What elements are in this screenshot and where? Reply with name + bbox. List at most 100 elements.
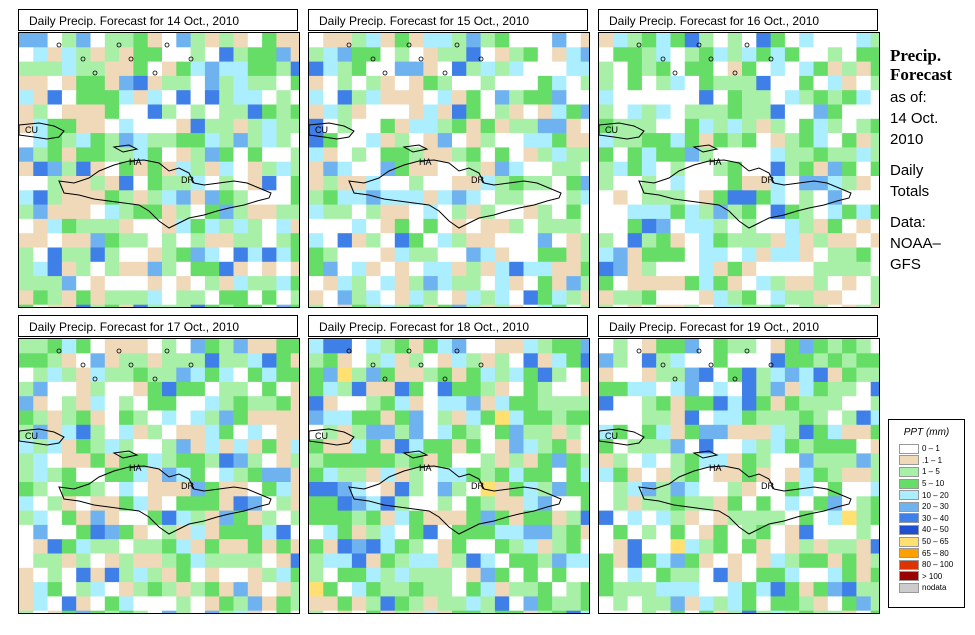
- precip-cell: [380, 381, 396, 397]
- precip-cell: [870, 161, 879, 177]
- precip-cell: [870, 47, 879, 63]
- small-island: [696, 42, 702, 48]
- precip-cell: [509, 247, 524, 263]
- precip-cell: [409, 147, 424, 163]
- precip-cell: [61, 553, 77, 569]
- small-island: [382, 376, 388, 382]
- precip-cell: [580, 290, 589, 306]
- precip-cell: [233, 482, 249, 497]
- precip-cell: [713, 524, 729, 540]
- precip-cell: [90, 381, 106, 397]
- precip-cell: [599, 204, 614, 220]
- precip-cell: [104, 367, 120, 383]
- precip-cell: [641, 339, 657, 354]
- precip-cell: [580, 339, 589, 354]
- precip-cell: [552, 410, 567, 426]
- legend-item: 5 – 10: [889, 478, 964, 490]
- precip-cell: [842, 396, 857, 411]
- precip-cell: [742, 118, 757, 134]
- precip-cell: [190, 90, 206, 105]
- precip-cell: [480, 553, 496, 569]
- precip-cell: [566, 367, 582, 383]
- precip-cell: [366, 147, 381, 163]
- precip-cell: [580, 233, 589, 248]
- precip-cell: [580, 133, 589, 148]
- precip-cell: [323, 261, 339, 277]
- precip-cell: [842, 381, 857, 397]
- small-island: [164, 348, 170, 354]
- precip-cell: [219, 218, 234, 234]
- precip-cell: [104, 467, 120, 483]
- precip-cell: [599, 567, 614, 583]
- precip-cell: [366, 61, 381, 77]
- precip-cell: [813, 353, 829, 369]
- precip-cell: [290, 190, 299, 206]
- precip-cell: [727, 510, 743, 526]
- small-island: [346, 42, 352, 48]
- precip-cell: [699, 47, 714, 63]
- precip-cell: [162, 61, 177, 77]
- precip-cell: [452, 233, 467, 248]
- precip-cell: [204, 75, 220, 91]
- precip-cell: [290, 47, 299, 63]
- precip-cell: [799, 353, 814, 369]
- precip-cell: [276, 367, 292, 383]
- precip-cell: [827, 176, 843, 191]
- precip-cell: [813, 396, 829, 411]
- precip-cell: [656, 75, 671, 91]
- precip-cell: [19, 453, 34, 469]
- precip-cell: [437, 133, 453, 148]
- precip-cell: [580, 596, 589, 612]
- precip-cell: [204, 276, 220, 291]
- precip-cell: [641, 290, 657, 306]
- precip-cell: [133, 233, 149, 248]
- precip-cell: [466, 367, 482, 383]
- precip-cell: [684, 381, 700, 397]
- precip-cell: [842, 290, 857, 306]
- precip-cell: [409, 261, 424, 277]
- precip-cell: [90, 439, 106, 454]
- precip-cell: [537, 353, 553, 369]
- precip-cell: [727, 47, 743, 63]
- precip-cell: [290, 33, 299, 48]
- precip-cell: [323, 61, 339, 77]
- precip-cell: [599, 396, 614, 411]
- precip-cell: [309, 353, 324, 369]
- precip-cell: [713, 482, 729, 497]
- precip-cell: [523, 304, 539, 307]
- forecast-panel-3: Daily Precip. Forecast for 16 Oct., 2010…: [598, 9, 880, 308]
- precip-cell: [247, 261, 263, 277]
- precip-cell: [162, 339, 177, 354]
- precip-cell: [523, 233, 539, 248]
- precip-cell: [870, 204, 879, 220]
- precip-cell: [494, 610, 510, 613]
- precip-cell: [770, 304, 786, 307]
- precip-cell: [856, 424, 872, 440]
- precip-cell: [90, 539, 106, 554]
- precip-cell: [119, 424, 134, 440]
- precip-cell: [756, 567, 772, 583]
- precip-cell: [813, 339, 829, 354]
- precip-cell: [204, 190, 220, 206]
- precip-cell: [262, 47, 277, 63]
- precip-cell: [756, 247, 772, 263]
- precip-cell: [290, 353, 299, 369]
- precip-cell: [104, 439, 120, 454]
- precip-cell: [176, 596, 192, 612]
- precip-cell: [509, 290, 524, 306]
- precip-cell: [452, 582, 467, 597]
- precip-cell: [176, 261, 192, 277]
- precip-cell: [394, 33, 410, 48]
- precip-cell: [842, 539, 857, 554]
- precip-cell: [409, 133, 424, 148]
- precip-cell: [580, 304, 589, 307]
- precip-cell: [827, 582, 843, 597]
- precip-cell: [466, 482, 482, 497]
- precip-map: CU HA DR: [308, 32, 590, 308]
- precip-cell: [380, 247, 396, 263]
- precip-cell: [813, 104, 829, 120]
- precip-cell: [770, 261, 786, 277]
- precip-cell: [90, 33, 106, 48]
- precip-cell: [684, 61, 700, 77]
- precip-cell: [756, 261, 772, 277]
